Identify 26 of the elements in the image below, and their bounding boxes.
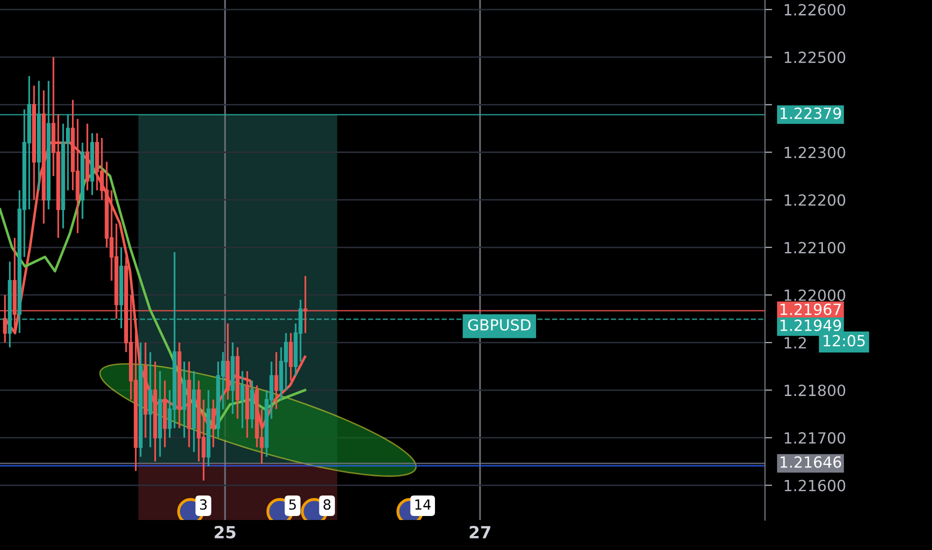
ref-line-label: 1.21646 <box>780 456 842 468</box>
y-tick-label: 1.2 <box>784 337 806 348</box>
y-tick-label: 1.22000 <box>784 289 846 302</box>
annotation: 14 <box>415 499 431 510</box>
y-tick-label: 1.22600 <box>784 4 846 16</box>
candlestick <box>240 370 244 430</box>
ref-line-label: 1.21967 <box>780 304 841 316</box>
annotation: 5 <box>289 499 296 510</box>
annotation: 8 <box>324 499 331 510</box>
ref-line-label: 1.21949 <box>780 320 841 332</box>
candlestick <box>148 351 152 448</box>
x-tick-label: 27 <box>470 526 490 538</box>
y-tick-label: 1.22500 <box>784 52 846 64</box>
y-tick-label: 1.21800 <box>784 384 846 396</box>
ref-line-label: 1.22379 <box>780 108 841 120</box>
y-tick-label: 1.21700 <box>784 432 846 444</box>
y-tick-label: 1.21600 <box>784 480 846 492</box>
y-tick-label: 1.22300 <box>784 146 846 158</box>
y-tick-label: 1.22100 <box>784 242 846 254</box>
candlestick <box>288 332 293 382</box>
text: 12:05 <box>824 334 865 346</box>
x-tick-label: 25 <box>214 526 236 538</box>
annotation: 3 <box>200 499 207 510</box>
candlestick <box>274 351 278 410</box>
annotation: GBPUSD <box>468 319 531 331</box>
y-tick-label: 1.22200 <box>784 194 846 206</box>
